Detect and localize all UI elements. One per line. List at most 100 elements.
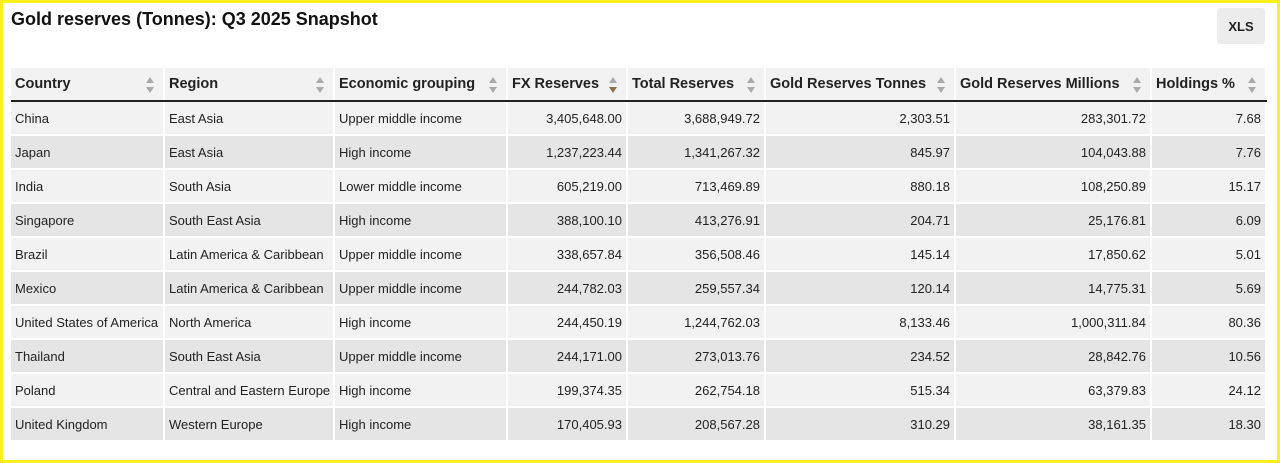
table-cell: High income [334,134,508,169]
sort-icon[interactable] [1247,76,1257,94]
table-cell: 259,557.34 [627,270,766,305]
column-label: Region [169,76,219,92]
table-cell: 63,379.83 [955,372,1152,407]
table-cell: Brazil [11,236,165,271]
column-header[interactable]: Region [164,68,335,102]
table-cell: Upper middle income [334,100,508,135]
table-cell: 10.56 [1151,338,1267,373]
table-cell: 199,374.35 [507,372,628,407]
table-cell: High income [334,372,508,407]
table-cell: Thailand [11,338,165,373]
column-header[interactable]: Country [11,68,165,102]
column-header[interactable]: Gold Reserves Tonnes [765,68,956,102]
table-cell: East Asia [164,134,335,169]
table-cell: Japan [11,134,165,169]
table-cell: 120.14 [765,270,956,305]
table-cell: 17,850.62 [955,236,1152,271]
sort-icon[interactable] [608,76,618,94]
table-cell: 515.34 [765,372,956,407]
table-cell: Poland [11,372,165,407]
table-cell: 145.14 [765,236,956,271]
table-cell: Upper middle income [334,236,508,271]
table-cell: Latin America & Caribbean [164,270,335,305]
table-cell: 18.30 [1151,406,1267,440]
table-cell: Lower middle income [334,168,508,203]
table-cell: 15.17 [1151,168,1267,203]
table-cell: 8,133.46 [765,304,956,339]
sort-icon[interactable] [936,76,946,94]
table-cell: India [11,168,165,203]
table-row: Poland Central and Eastern Europe High inc… [11,372,1267,407]
table-cell: 3,688,949.72 [627,100,766,135]
table-cell: 204.71 [765,202,956,237]
table-cell: 413,276.91 [627,202,766,237]
table-cell: Western Europe [164,406,335,440]
header-row: Country Region Economic grouping FX Reserve… [11,68,1267,102]
table-cell: 338,657.84 [507,236,628,271]
data-table: Country Region Economic grouping FX Reserve… [11,68,1267,440]
sort-icon[interactable] [1132,76,1142,94]
table-cell: 7.68 [1151,100,1267,135]
table-cell: North America [164,304,335,339]
column-label: Economic grouping [339,76,476,92]
table-cell: High income [334,202,508,237]
column-label: Total Reserves [632,76,735,92]
table-cell: United States of America [11,304,165,339]
table-cell: 244,782.03 [507,270,628,305]
table-cell: 845.97 [765,134,956,169]
table-cell: Mexico [11,270,165,305]
column-header[interactable]: Total Reserves [627,68,766,102]
table-cell: 310.29 [765,406,956,440]
export-button[interactable]: XLS [1217,8,1265,44]
table-cell: East Asia [164,100,335,135]
table-cell: 5.01 [1151,236,1267,271]
table-cell: 170,405.93 [507,406,628,440]
table-cell: 1,000,311.84 [955,304,1152,339]
sort-icon[interactable] [145,76,155,94]
table-cell: 6.09 [1151,202,1267,237]
table-row: Japan East Asia High income 1,237,223.44 1,3… [11,134,1267,169]
table-row: India South Asia Lower middle income 605,21… [11,168,1267,203]
column-label: FX Reserves [512,76,600,92]
table-row: United Kingdom Western Europe High income 1… [11,406,1267,440]
table-cell: South Asia [164,168,335,203]
table-cell: 24.12 [1151,372,1267,407]
table-cell: South East Asia [164,202,335,237]
column-header[interactable]: FX Reserves [507,68,628,102]
table-cell: 25,176.81 [955,202,1152,237]
column-header[interactable]: Holdings % [1151,68,1267,102]
table-cell: 244,171.00 [507,338,628,373]
table-cell: 104,043.88 [955,134,1152,169]
table-row: Mexico Latin America & Caribbean Upper mid… [11,270,1267,305]
table-cell: 234.52 [765,338,956,373]
table-cell: 388,100.10 [507,202,628,237]
sort-icon[interactable] [746,76,756,94]
column-label: Gold Reserves Millions [960,76,1120,92]
table-cell: 80.36 [1151,304,1267,339]
column-label: Gold Reserves Tonnes [770,76,927,92]
table-cell: United Kingdom [11,406,165,440]
table-cell: 1,237,223.44 [507,134,628,169]
table-row: China East Asia Upper middle income 3,405,6… [11,100,1267,135]
table-cell: 208,567.28 [627,406,766,440]
table-row: United States of America North America Hig… [11,304,1267,339]
table-body: China East Asia Upper middle income 3,405,6… [11,100,1267,440]
table-row: Brazil Latin America & Caribbean Upper mid… [11,236,1267,271]
table-cell: 356,508.46 [627,236,766,271]
sort-icon[interactable] [488,76,498,94]
table-cell: Central and Eastern Europe [164,372,335,407]
column-label: Country [15,76,71,92]
table-cell: 14,775.31 [955,270,1152,305]
column-header[interactable]: Gold Reserves Millions [955,68,1152,102]
column-header[interactable]: Economic grouping [334,68,508,102]
column-label: Holdings % [1156,76,1235,92]
table-cell: 880.18 [765,168,956,203]
table-cell: 244,450.19 [507,304,628,339]
table-cell: 262,754.18 [627,372,766,407]
table-cell: 28,842.76 [955,338,1152,373]
table-cell: 2,303.51 [765,100,956,135]
table-cell: China [11,100,165,135]
table-cell: 38,161.35 [955,406,1152,440]
sort-icon[interactable] [315,76,325,94]
